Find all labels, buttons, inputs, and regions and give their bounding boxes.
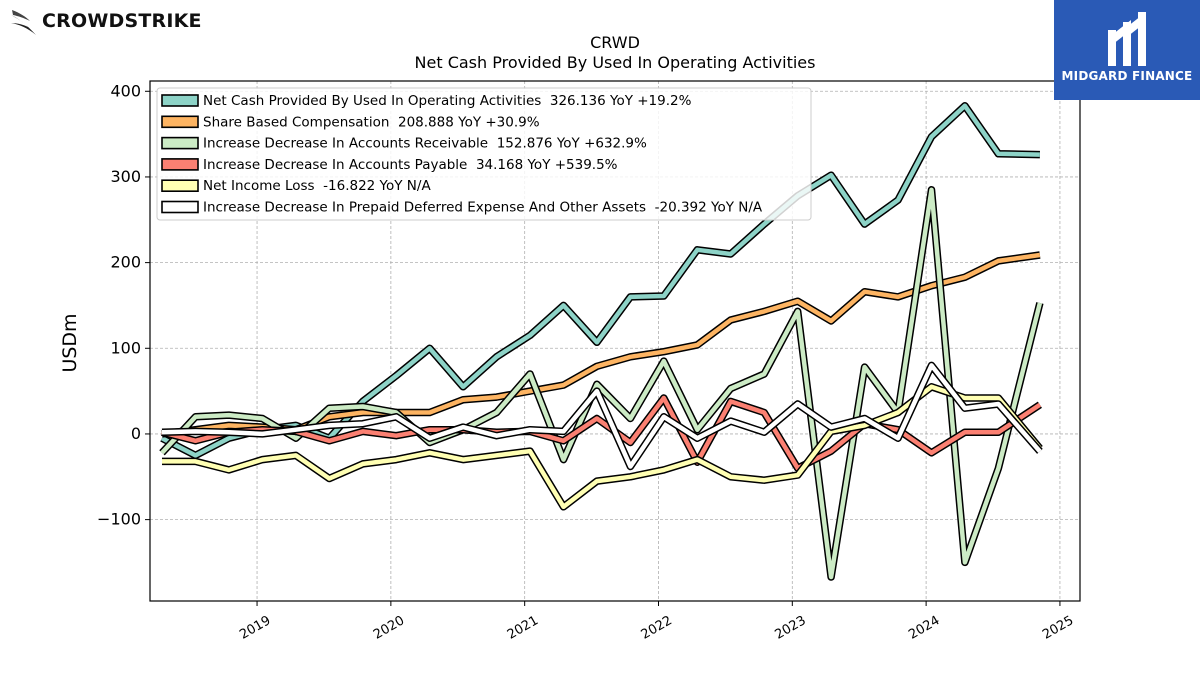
x-tick-label: 2025: [1040, 613, 1076, 643]
y-axis-label: USDm: [59, 313, 81, 372]
legend-swatch: [161, 94, 199, 107]
midgard-logo-icon: [1108, 12, 1146, 66]
x-tick-label: 2023: [772, 613, 808, 643]
legend-swatch: [161, 115, 199, 129]
y-tick-label: 0: [131, 424, 141, 443]
series-line-outline: [159, 186, 1044, 581]
y-tick-label: 100: [110, 338, 141, 357]
legend-entry: Increase Decrease In Prepaid Deferred Ex…: [203, 200, 763, 216]
series-lines: [159, 102, 1044, 581]
badge-name: MIDGARD FINANCE: [1061, 69, 1193, 83]
legend-entry: Increase Decrease In Accounts Receivable…: [203, 136, 647, 152]
x-tick-label: 2020: [371, 613, 407, 643]
y-tick-label: 400: [110, 81, 141, 100]
crowdstrike-brand: CROWDSTRIKE: [8, 6, 202, 36]
series-line: [161, 363, 1042, 469]
legend-entry: Net Cash Provided By Used In Operating A…: [203, 93, 692, 109]
chart-subtitle: Net Cash Provided By Used In Operating A…: [415, 53, 816, 72]
y-tick-label: 200: [110, 253, 141, 272]
midgard-finance-badge: MIDGARD FINANCE: [1054, 0, 1200, 100]
legend-entry: Increase Decrease In Accounts Payable 34…: [203, 157, 618, 173]
legend-entry: Share Based Compensation 208.888 YoY +30…: [203, 114, 540, 130]
x-tick-label: 2022: [639, 613, 675, 643]
legend-swatch: [161, 158, 199, 171]
falcon-icon: [9, 10, 36, 35]
legend-swatch: [161, 136, 199, 150]
series-line: [162, 384, 1042, 510]
plot-frame: [149, 80, 1081, 602]
x-tick-label: 2019: [237, 613, 273, 643]
legend-box: [156, 87, 812, 221]
legend-swatch: [161, 200, 199, 214]
chart-title: CRWD: [590, 33, 640, 52]
legend-swatch: [161, 179, 199, 192]
brand-name: CROWDSTRIKE: [42, 10, 202, 32]
legend: Net Cash Provided By Used In Operating A…: [156, 87, 812, 221]
y-tick-label: −100: [97, 510, 141, 529]
x-tick-label: 2024: [906, 613, 942, 643]
x-tick-label: 2021: [505, 613, 541, 643]
legend-entry: Net Income Loss -16.822 YoY N/A: [203, 178, 431, 194]
y-tick-label: 300: [110, 167, 141, 186]
